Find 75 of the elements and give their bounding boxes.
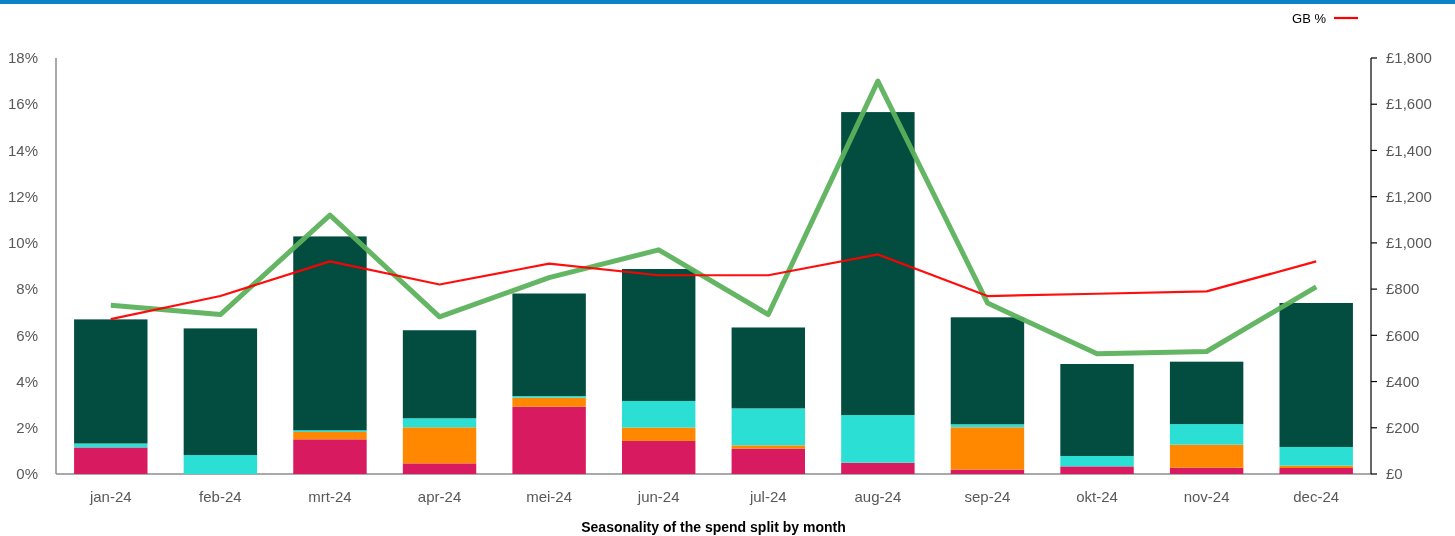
y-tick-label: 16% [7,95,38,113]
bar [1060,363,1134,456]
y-tick-label: 8% [16,280,38,298]
bar [293,439,367,474]
bar [1169,361,1244,425]
bar [512,293,586,397]
y-tick-label: 6% [16,326,38,344]
y2-tick-label: £400 [1386,372,1420,390]
x-tick-label: feb-24 [199,488,242,506]
bar [622,269,696,401]
text: Seasonality of the spend split by month [581,518,846,535]
x-tick-label: dec-24 [1293,488,1340,506]
bar [731,327,805,409]
bar [74,443,148,448]
x-tick-label: jul-24 [748,488,787,506]
bar [622,427,696,441]
bar [1279,467,1353,474]
bar [1279,302,1353,447]
bar [950,424,1025,428]
y2-tick-label: £0 [1386,465,1403,483]
bar [402,330,477,419]
x-tick-label: nov-24 [1183,488,1230,506]
y2-tick-label: £600 [1386,326,1420,344]
bar [731,408,805,446]
bar [622,440,696,474]
x-tick-label: jan-24 [88,488,132,506]
y-tick-label: 14% [7,141,38,159]
bar [1169,424,1244,445]
bar [1060,455,1134,467]
bar [950,427,1025,470]
y2-tick-label: £800 [1386,280,1420,298]
bar [402,427,477,464]
bar [1060,466,1134,474]
y-tick-label: 12% [7,187,38,205]
y2-tick-label: £1,600 [1386,95,1432,113]
bar [950,317,1025,425]
bar [841,112,915,416]
x-tick-label: mei-24 [526,488,573,506]
y-tick-label: 2% [16,419,38,437]
legend-label: GB % [1292,10,1327,26]
x-tick-label: okt-24 [1076,488,1118,506]
y-tick-label: 0% [16,465,38,483]
bar [293,236,367,431]
bar [74,319,148,444]
bar [402,463,477,474]
bar [950,469,1025,474]
bar [512,406,586,474]
bar [731,448,805,474]
bar [731,445,805,449]
x-tick-label: apr-24 [417,488,462,506]
y2-tick-label: £1,200 [1386,187,1432,205]
x-tick-label: aug-24 [854,488,902,506]
bar [1169,444,1244,468]
bar [293,431,367,440]
y-tick-label: 10% [7,234,38,252]
x-tick-label: jun-24 [636,488,680,506]
bar [1279,446,1353,466]
bar [841,462,915,474]
y2-tick-label: £1,400 [1386,141,1432,159]
bar [841,415,915,463]
y2-tick-label: £1,800 [1386,49,1432,67]
y-tick-label: 18% [7,49,38,67]
bar [512,397,586,407]
bar [74,447,148,474]
bar [183,328,258,456]
bar [402,418,477,428]
y2-tick-label: £1,000 [1386,234,1432,252]
y2-tick-label: £200 [1386,419,1420,437]
bar [183,455,258,474]
x-tick-label: mrt-24 [308,488,352,506]
bar [1169,467,1244,474]
line-series [109,253,1318,321]
x-tick-label: sep-24 [964,488,1011,506]
y-tick-label: 4% [16,372,38,390]
bar [622,400,696,428]
